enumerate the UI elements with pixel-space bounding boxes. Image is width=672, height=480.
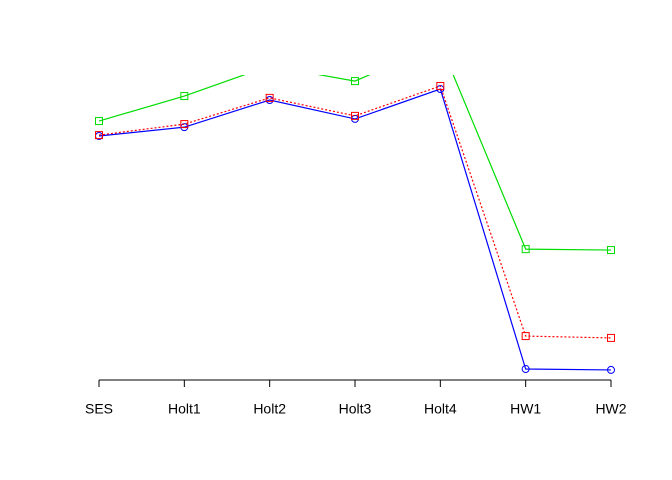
point: [607, 246, 615, 255]
x-tick-label: HW1: [510, 401, 541, 417]
series-line: [98, 85, 612, 339]
point: [351, 77, 359, 86]
series-line: [98, 75, 612, 251]
point: [521, 245, 530, 254]
x-tick-label: Holt2: [253, 401, 286, 417]
point: [266, 62, 273, 69]
x-tick-label: Holt1: [168, 401, 201, 417]
x-tick-label: HW2: [595, 401, 626, 417]
point: [521, 332, 530, 341]
series-line: [98, 88, 612, 371]
point: [265, 93, 274, 102]
point: [95, 117, 103, 126]
x-tick-label: Holt4: [424, 401, 457, 417]
x-tick-label: SES: [85, 401, 113, 417]
point: [607, 333, 615, 342]
point: [180, 120, 189, 129]
point: [607, 365, 615, 374]
x-tick-label: Holt3: [339, 401, 372, 417]
plot-area: [95, 40, 615, 374]
point: [180, 92, 189, 101]
point: [521, 365, 530, 374]
point: [95, 131, 103, 140]
point: [437, 40, 444, 47]
point: [351, 111, 359, 120]
point: [436, 81, 445, 90]
